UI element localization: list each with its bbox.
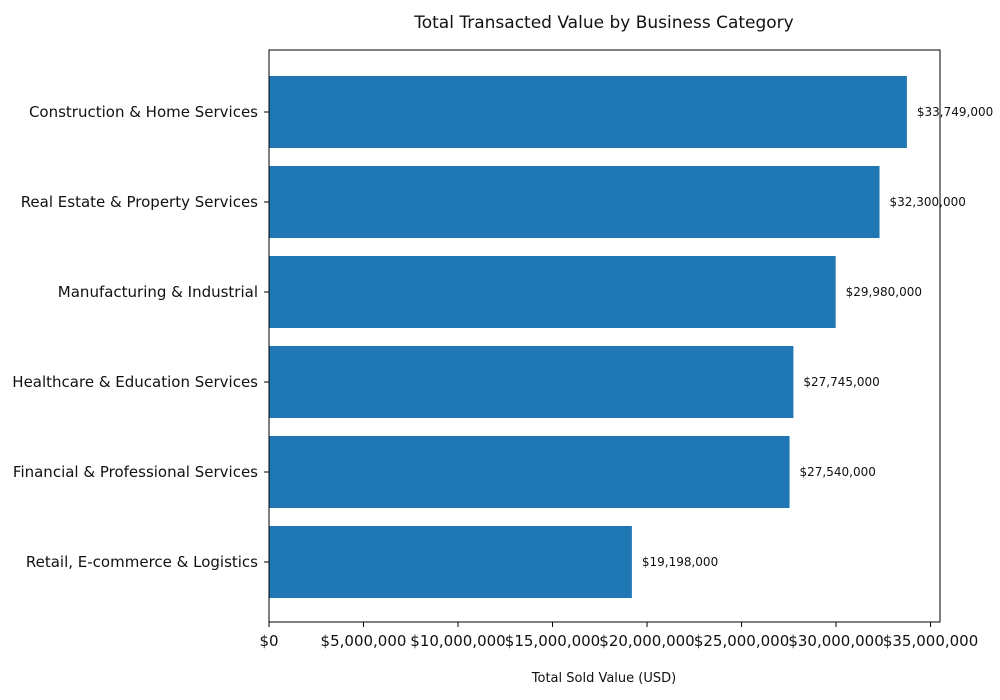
category-label: Real Estate & Property Services: [21, 193, 258, 211]
value-labels: $33,749,000 $32,300,000 $29,980,000 $27,745…: [642, 105, 993, 569]
x-axis-ticks: $0 $5,000,000 $10,000,000 $15,000,000 $20,00…: [259, 622, 978, 650]
bar: [269, 346, 794, 418]
category-label: Healthcare & Education Services: [12, 373, 258, 391]
bar: [269, 256, 836, 328]
category-labels: Construction & Home Services Real Estate …: [12, 103, 269, 571]
category-label: Manufacturing & Industrial: [58, 283, 258, 301]
x-tick-label: $35,000,000: [883, 632, 978, 650]
x-tick-label: $30,000,000: [788, 632, 883, 650]
value-label: $33,749,000: [917, 105, 993, 119]
value-label: $19,198,000: [642, 555, 718, 569]
value-label: $32,300,000: [890, 195, 966, 209]
category-label: Financial & Professional Services: [13, 463, 258, 481]
plot-frame: [268, 49, 941, 623]
bars-layer: [269, 76, 907, 598]
x-tick-label: $10,000,000: [410, 632, 505, 650]
x-tick-label: $0: [259, 632, 278, 650]
bar: [269, 166, 880, 238]
x-tick-label: $20,000,000: [599, 632, 694, 650]
x-tick-label: $25,000,000: [694, 632, 789, 650]
category-label: Construction & Home Services: [29, 103, 258, 121]
value-label: $29,980,000: [846, 285, 922, 299]
value-label: $27,745,000: [803, 375, 879, 389]
chart-title: Total Transacted Value by Business Categ…: [413, 13, 793, 33]
x-axis-title: Total Sold Value (USD): [531, 671, 676, 686]
bar: [269, 76, 907, 148]
bar: [269, 436, 790, 508]
category-label: Retail, E-commerce & Logistics: [26, 553, 258, 571]
value-label: $27,540,000: [800, 465, 876, 479]
x-tick-label: $15,000,000: [505, 632, 600, 650]
bar: [269, 526, 632, 598]
x-tick-label: $5,000,000: [321, 632, 407, 650]
